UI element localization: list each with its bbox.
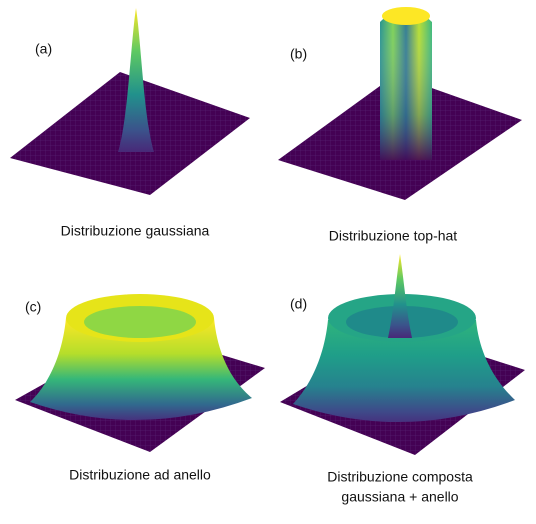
top-hat-top	[382, 7, 430, 25]
panel-caption: Distribuzione composta	[327, 469, 473, 485]
panel-label: (b)	[290, 46, 307, 62]
gaussian-peak	[118, 8, 154, 152]
panel-caption: Distribuzione ad anello	[69, 467, 211, 483]
panel-caption: Distribuzione gaussiana	[61, 223, 210, 239]
gaussian-peak	[388, 254, 412, 338]
ring-hole	[84, 306, 196, 338]
panel-caption: Distribuzione top-hat	[329, 228, 458, 244]
ring	[293, 320, 515, 423]
panel-label: (c)	[25, 299, 41, 315]
panel-label: (a)	[35, 41, 52, 57]
ring	[30, 318, 252, 421]
panel-label: (d)	[290, 296, 307, 312]
top-hat-shade	[380, 9, 432, 160]
panel-caption: gaussiana + anello	[341, 489, 458, 505]
